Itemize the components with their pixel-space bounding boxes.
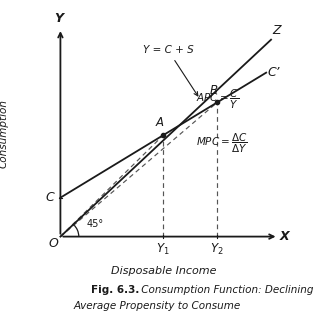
Text: $MPC = \dfrac{\Delta C}{\Delta Y}$: $MPC = \dfrac{\Delta C}{\Delta Y}$: [196, 131, 248, 155]
Text: Y: Y: [55, 12, 64, 25]
Text: O: O: [48, 237, 58, 250]
Text: Z: Z: [272, 24, 281, 38]
Text: Average Propensity to Consume: Average Propensity to Consume: [73, 301, 241, 310]
Text: X: X: [280, 230, 289, 243]
Text: Consumption Function: Declining: Consumption Function: Declining: [138, 285, 314, 294]
Text: C: C: [46, 191, 54, 204]
Text: A: A: [156, 116, 164, 129]
Text: Consumption: Consumption: [0, 99, 8, 168]
Text: $Y_1$: $Y_1$: [156, 242, 170, 257]
Text: Y = C + S: Y = C + S: [143, 45, 198, 96]
Text: $Y_2$: $Y_2$: [210, 242, 224, 257]
Text: Fig. 6.3.: Fig. 6.3.: [91, 285, 139, 294]
Text: C’: C’: [268, 66, 280, 79]
Text: 45°: 45°: [86, 218, 103, 229]
Text: B: B: [209, 84, 218, 97]
Text: $APC = \dfrac{C}{Y}$: $APC = \dfrac{C}{Y}$: [196, 88, 240, 111]
Text: Disposable Income: Disposable Income: [111, 266, 216, 275]
